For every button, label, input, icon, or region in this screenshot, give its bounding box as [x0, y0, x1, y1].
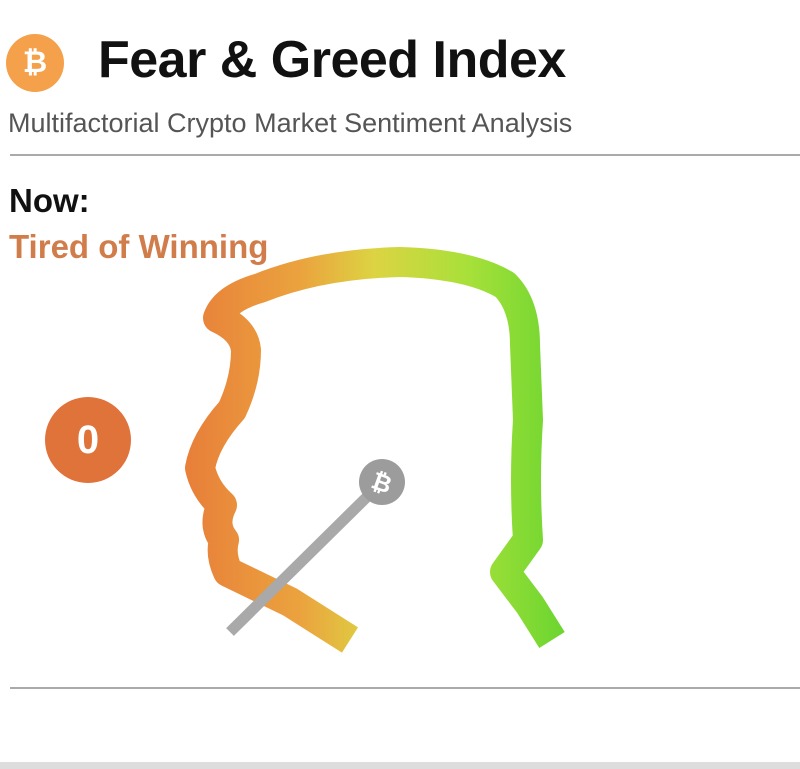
needle-hub — [359, 459, 405, 505]
divider-top — [10, 154, 800, 156]
bitcoin-logo-icon: ₿ — [6, 34, 64, 92]
sentiment-status: Tired of Winning — [9, 228, 269, 265]
page-title: Fear & Greed Index — [98, 31, 566, 89]
index-value-badge: 0 — [45, 397, 131, 483]
bottom-bar — [0, 762, 800, 769]
gauge-head-outline — [185, 247, 565, 653]
now-label: Now: — [9, 182, 90, 219]
divider-bottom — [10, 687, 800, 689]
page-subtitle: Multifactorial Crypto Market Sentiment A… — [8, 108, 573, 138]
gauge-needle — [226, 482, 382, 636]
